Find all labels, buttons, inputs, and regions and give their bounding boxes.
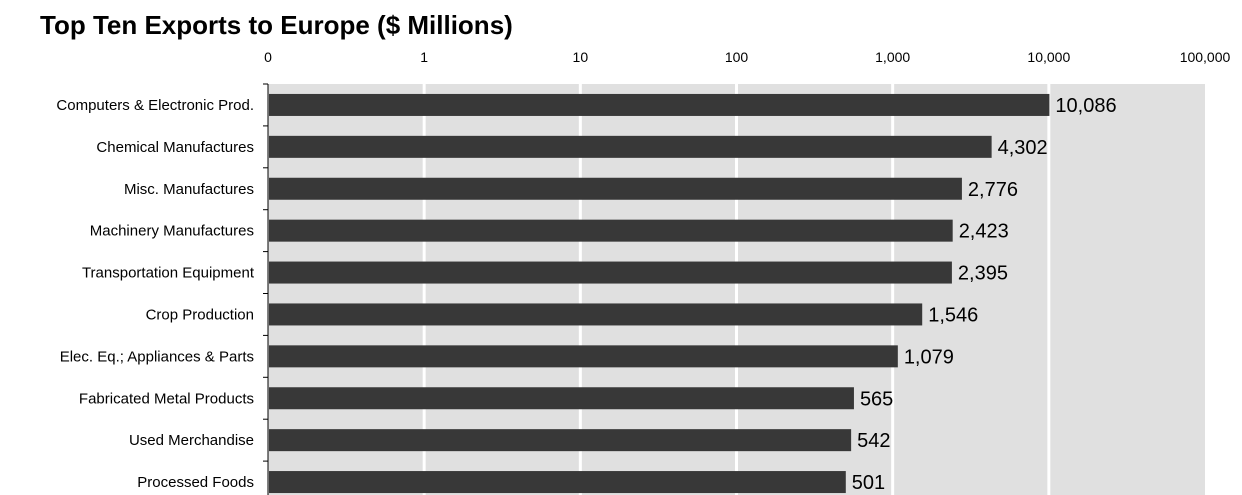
bar [269,261,952,284]
data-label: 542 [857,430,890,452]
bar [269,387,854,410]
category-label: Misc. Manufactures [124,181,254,198]
x-tick-label: 1,000 [875,49,910,65]
x-tick-label: 0 [264,49,272,65]
category-label: Machinery Manufactures [90,223,254,240]
data-label: 2,423 [959,221,1009,243]
category-label: Fabricated Metal Products [79,390,254,407]
bar [269,219,953,242]
bar [269,93,1050,116]
x-tick-label: 10 [573,49,589,65]
x-tick-label: 100,000 [1180,49,1231,65]
data-label: 565 [860,388,893,410]
bar [269,471,846,494]
category-label: Chemical Manufactures [96,139,254,156]
bar [269,345,898,368]
category-label: Elec. Eq.; Appliances & Parts [60,348,254,365]
data-label: 10,086 [1055,95,1116,117]
x-tick-label: 100 [725,49,749,65]
category-label: Processed Foods [137,474,254,491]
data-label: 4,302 [998,137,1048,159]
category-label: Computers & Electronic Prod. [56,97,254,114]
bar [269,429,852,452]
data-label: 1,079 [904,346,954,368]
category-label: Transportation Equipment [82,265,255,282]
bar [269,135,992,158]
data-label: 2,395 [958,263,1008,285]
x-tick-label: 10,000 [1027,49,1070,65]
bar [269,177,962,200]
bar [269,303,923,326]
data-label: 2,776 [968,179,1018,201]
category-label: Used Merchandise [129,432,254,449]
x-tick-label: 1 [420,49,428,65]
chart-title: Top Ten Exports to Europe ($ Millions) [40,10,513,40]
category-label: Crop Production [146,306,254,323]
data-label: 501 [852,472,885,494]
data-label: 1,546 [928,304,978,326]
